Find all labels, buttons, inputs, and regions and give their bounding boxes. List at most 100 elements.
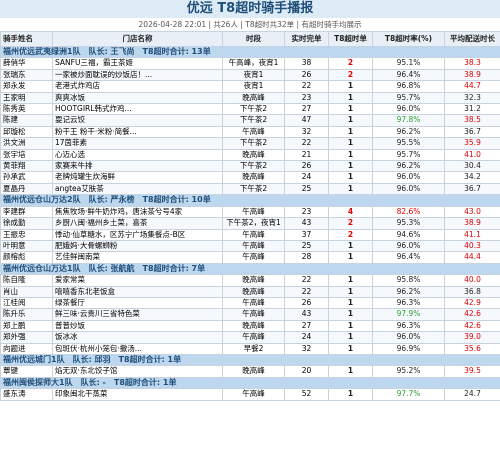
cell: 耍记云饺 (52, 114, 223, 127)
cell: 24 (284, 331, 329, 344)
cell: 22 (284, 285, 329, 298)
cell: 42.6 (444, 308, 500, 321)
cell: 1 (328, 331, 373, 344)
cell: 94.6% (372, 228, 445, 241)
header-row: 骑手姓名 门店名称 时段 实时完单 T8超时单 T8超时率(%) 平均配送时长 (0, 31, 500, 47)
cell: 向题进 (0, 342, 53, 355)
cell: 97.8% (372, 114, 445, 127)
rider-row: 郑上鹏 普普炒饭 晚高峰 27 1 96.3% 42.6 (0, 319, 500, 333)
cell: 薛俏华 (0, 57, 53, 70)
cell: 96.2% (372, 125, 445, 139)
rider-row: 叶明意 肥娥妈·大骨螺蛳粉 午高峰 25 1 96.0% 40.3 (0, 239, 500, 253)
cell: 盛东涛 (0, 388, 53, 401)
cell: 洪文洲 (0, 137, 53, 150)
rider-row: 江桂阅 绿茶餐厅 午高峰 26 1 96.3% 42.9 (0, 296, 500, 310)
cell: 95.7% (372, 91, 445, 105)
cell: 下午茶2，夜宵1 (222, 217, 285, 230)
cell: 郑永发 (0, 80, 53, 93)
rider-row: 陈升乐 鲜三味·云贵川三省特色菜 午高峰 43 1 97.9% 42.6 (0, 308, 500, 321)
cell: 王家明 (0, 91, 53, 105)
cell: 晚高峰 (222, 148, 285, 162)
cell: 1 (328, 114, 373, 127)
subtitle: 2026-04-28 22:01 | 共26人 | T8超时共32单 | 有超时… (138, 20, 362, 29)
cell: 32 (284, 125, 329, 139)
cell: 41.1 (444, 228, 500, 241)
cell: 叶明意 (0, 239, 53, 253)
cell: 96.2% (372, 160, 445, 173)
cell: 粉干王 粉干·米粉·简餐... (52, 125, 223, 139)
rider-row: 王家明 爽爽冰饭 晚高峰 23 1 95.7% 32.3 (0, 91, 500, 105)
cell: 肖山 (0, 285, 53, 298)
cell: 晚高峰 (222, 274, 285, 287)
cell: 晚高峰 (222, 319, 285, 333)
column-header: 平均配送时长 (444, 31, 500, 47)
group-title: 福州闽侯探师大1队 队长: - T8超时合计: 1单 (0, 376, 500, 390)
cell: 老港式炸鸡店 (52, 80, 223, 93)
cell: HOOTGIRL韩式炸鸡... (52, 103, 223, 116)
cell: 2 (328, 57, 373, 70)
rider-row: 陈建 耍记云饺 下午茶2 47 1 97.8% 38.5 (0, 114, 500, 127)
cell: 38.3 (444, 57, 500, 70)
cell: 42.9 (444, 296, 500, 310)
rider-row: 李建群 焦焦牧场·鲜牛奶炸鸡，唐沫茶兮号4家 午高峰 23 4 82.6% 43.0 (0, 205, 500, 219)
cell: 96.2% (372, 285, 445, 298)
cell: 午高峰 (222, 251, 285, 264)
column-header: T8超时单 (328, 31, 373, 47)
cell: 39.0 (444, 331, 500, 344)
rider-row: 郑永发 老港式炸鸡店 夜宵1 22 1 96.8% 44.7 (0, 80, 500, 93)
cell: 1 (328, 103, 373, 116)
cell: 38.9 (444, 217, 500, 230)
cell: 36.7 (444, 182, 500, 196)
cell: 陈升乐 (0, 308, 53, 321)
cell: 1 (328, 319, 373, 333)
group-row: 福州闽侯探师大1队 队长: - T8超时合计: 1单 (0, 376, 500, 390)
cell: 焦焦牧场·鲜牛奶炸鸡，唐沫茶兮号4家 (52, 205, 223, 219)
cell: 26 (284, 296, 329, 310)
rider-row: 王振忠 悸动·仙草糖水，区苏宁广场集餐点-B区 午高峰 37 2 94.6% 41.1 (0, 228, 500, 241)
cell: 1 (328, 160, 373, 173)
column-header: 门店名称 (52, 31, 223, 47)
rider-row: 张瑞东 一家被炒面耽误的炒饭店！... 夜宵1 26 2 96.4% 38.9 (0, 68, 500, 82)
table-body: 福州优远武夷绿洲1队 队长: 王飞尚 T8超时合计: 13单 薛俏华 SANFU三福… (0, 45, 500, 401)
cell: 22 (284, 137, 329, 150)
cell: 下午茶2 (222, 103, 285, 116)
cell: 悸动·仙草糖水，区苏宁广场集餐点-B区 (52, 228, 223, 241)
cell: 35.9 (444, 137, 500, 150)
column-header: 实时完单 (284, 31, 329, 47)
cell: 印象闽北干蒸菜 (52, 388, 223, 401)
cell: 午高峰 (222, 205, 285, 219)
cell: 27 (284, 319, 329, 333)
rider-row: 孙承武 老牌炖罐生炊海鲜 晚高峰 24 1 96.0% 34.2 (0, 171, 500, 184)
cell: 绿茶餐厅 (52, 296, 223, 310)
cell: 午高峰 (222, 331, 285, 344)
rider-row: 张宇培 心迈心选 晚高峰 21 1 95.7% 41.0 (0, 148, 500, 162)
cell: 97.7% (372, 388, 445, 401)
cell: 38.9 (444, 68, 500, 82)
cell: 郑上鹏 (0, 319, 53, 333)
cell: 家赛来牛排 (52, 160, 223, 173)
group-title: 福州优远武夷绿洲1队 队长: 王飞尚 T8超时合计: 13单 (0, 45, 500, 59)
group-row: 福州优远武夷绿洲1队 队长: 王飞尚 T8超时合计: 13单 (0, 45, 500, 59)
cell: 32.3 (444, 91, 500, 105)
cell: 午高峰 (222, 239, 285, 253)
cell: 早餐2 (222, 342, 285, 355)
cell: 38.5 (444, 114, 500, 127)
cell: 43 (284, 217, 329, 230)
cell: 陈建 (0, 114, 53, 127)
cell: 22 (284, 274, 329, 287)
rider-row: 陈秀英 HOOTGIRL韩式炸鸡... 下午茶2 27 1 96.0% 31.2 (0, 103, 500, 116)
cell: 35.6 (444, 342, 500, 355)
cell: 晚高峰 (222, 365, 285, 378)
cell: 52 (284, 388, 329, 401)
cell: SANFU三福，霸王茶姬 (52, 57, 223, 70)
cell: 夜宵1 (222, 80, 285, 93)
cell: 午高峰 (222, 388, 285, 401)
cell: 21 (284, 148, 329, 162)
cell: 1 (328, 274, 373, 287)
cell: 27 (284, 103, 329, 116)
cell: 1 (328, 388, 373, 401)
cell: 37 (284, 228, 329, 241)
column-header: 骑手姓名 (0, 31, 53, 47)
cell: 95.3% (372, 217, 445, 230)
